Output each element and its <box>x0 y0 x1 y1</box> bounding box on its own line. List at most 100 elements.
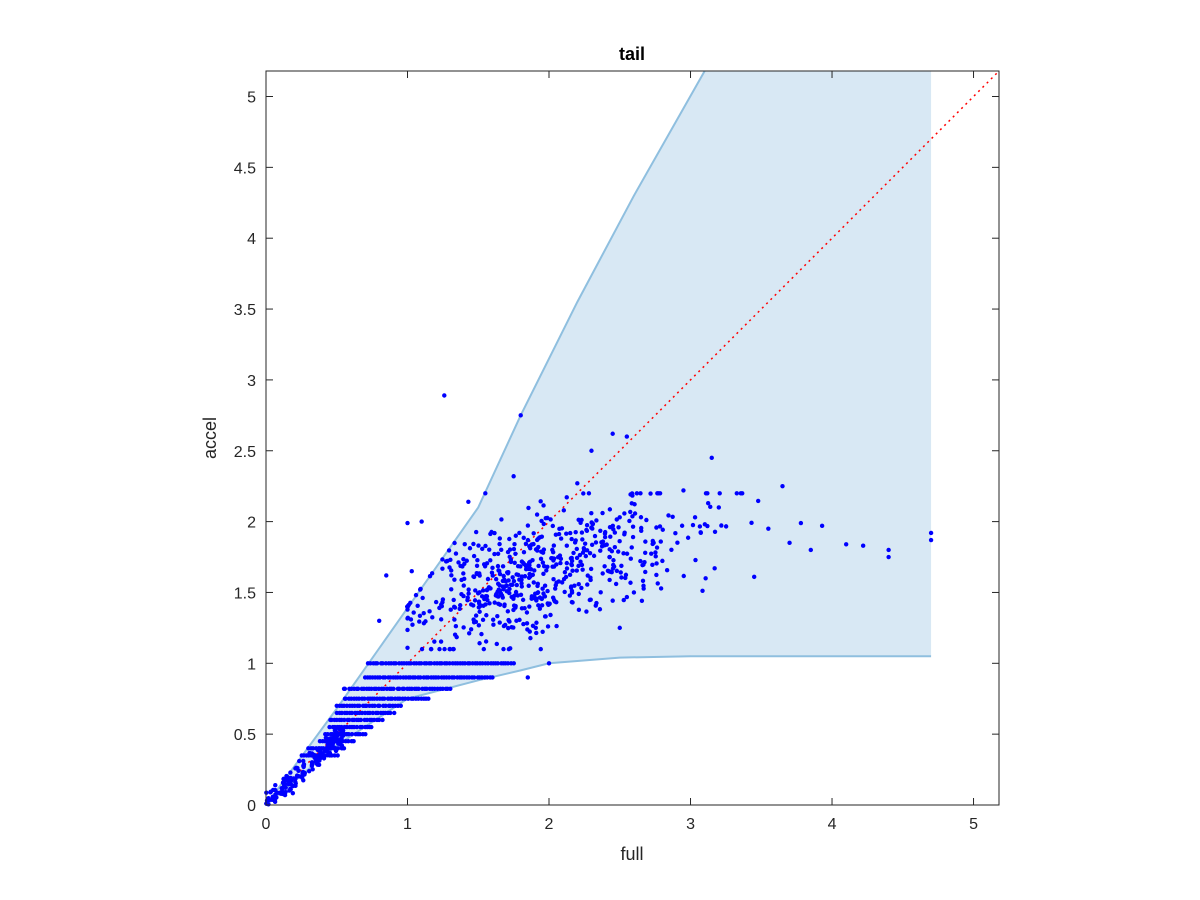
data-point <box>461 583 466 588</box>
data-point <box>453 551 459 556</box>
diagonal-line <box>265 70 1000 806</box>
data-point <box>572 583 577 588</box>
data-point <box>526 560 532 565</box>
data-point <box>584 522 590 528</box>
data-point <box>639 525 644 531</box>
data-point <box>471 617 476 622</box>
data-point <box>593 540 599 545</box>
plot-frame <box>265 70 1000 806</box>
data-point <box>555 554 561 560</box>
data-point <box>476 543 481 548</box>
data-point <box>655 581 660 586</box>
data-point <box>650 538 655 544</box>
data-point <box>516 572 521 578</box>
data-point <box>564 495 569 500</box>
data-point <box>354 724 360 730</box>
data-point <box>483 543 488 549</box>
data-point <box>357 703 362 709</box>
data-point <box>749 520 754 526</box>
data-point <box>641 562 646 567</box>
data-point <box>442 393 447 398</box>
data-point <box>550 564 555 569</box>
data-point <box>368 661 373 666</box>
data-point <box>564 543 570 548</box>
data-point <box>508 646 513 651</box>
data-point <box>546 602 552 607</box>
data-point <box>501 573 506 579</box>
data-point <box>550 523 555 529</box>
data-point <box>421 610 426 616</box>
data-point <box>297 774 302 779</box>
data-point <box>377 703 382 709</box>
data-point <box>638 515 644 520</box>
band-fill <box>266 71 932 805</box>
data-point <box>576 582 581 587</box>
data-point <box>539 596 545 602</box>
data-point <box>487 547 492 552</box>
data-point <box>592 533 598 539</box>
y-tick-label: 1.5 <box>234 585 256 602</box>
data-point <box>492 551 497 557</box>
data-point <box>597 607 603 612</box>
data-point <box>644 517 649 523</box>
data-point <box>495 551 501 556</box>
data-point <box>274 790 280 795</box>
data-point <box>313 757 318 763</box>
data-point <box>388 710 393 716</box>
data-point <box>928 537 934 543</box>
data-point <box>413 592 419 598</box>
data-point <box>471 553 477 559</box>
data-point <box>608 534 613 539</box>
data-point <box>495 563 501 569</box>
data-point <box>384 573 389 578</box>
data-point <box>673 530 678 536</box>
data-point <box>483 491 488 496</box>
data-point <box>629 545 634 550</box>
data-point <box>393 661 398 666</box>
data-point <box>525 675 530 680</box>
data-point <box>648 491 653 496</box>
data-point <box>567 593 573 598</box>
data-point <box>576 607 582 613</box>
data-point <box>401 686 407 692</box>
data-point <box>372 703 377 709</box>
x-tick-label: 4 <box>828 816 837 833</box>
data-point <box>513 589 519 595</box>
data-point <box>349 731 355 737</box>
data-point <box>527 571 532 577</box>
data-point <box>709 455 714 461</box>
data-point <box>391 686 396 692</box>
data-point <box>471 574 477 580</box>
data-point <box>569 561 574 567</box>
data-point <box>485 576 491 582</box>
data-point <box>550 550 556 555</box>
data-point <box>493 576 499 582</box>
data-point <box>477 609 482 614</box>
data-point <box>598 528 603 533</box>
data-point <box>451 597 456 603</box>
data-point <box>589 542 595 547</box>
data-point <box>538 646 543 652</box>
data-point <box>531 531 536 536</box>
data-point <box>405 604 410 609</box>
data-point <box>341 746 347 751</box>
data-point <box>417 619 422 624</box>
data-point <box>432 639 437 644</box>
data-point <box>610 431 615 436</box>
data-point <box>474 563 480 569</box>
data-point <box>421 621 427 626</box>
data-point <box>490 617 496 622</box>
data-point <box>545 515 550 521</box>
data-point <box>507 536 512 542</box>
data-point <box>574 555 580 561</box>
data-point <box>536 536 541 541</box>
data-point <box>290 790 296 796</box>
data-point <box>521 535 526 541</box>
data-point <box>489 570 495 575</box>
data-point <box>460 564 465 569</box>
data-point <box>588 597 593 602</box>
data-point <box>492 600 497 605</box>
data-point <box>295 766 300 771</box>
data-point <box>607 507 613 512</box>
data-point <box>356 696 362 701</box>
